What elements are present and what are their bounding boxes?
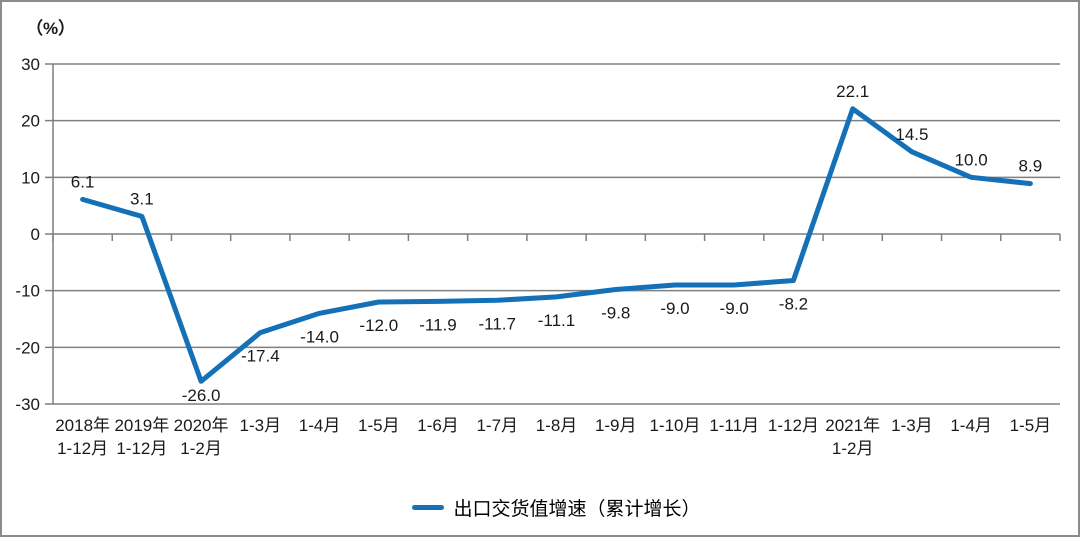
x-tick-label: 1-2月 <box>180 439 222 458</box>
y-tick-label: -10 <box>15 282 40 301</box>
x-tick-label: 2020年 <box>174 416 229 435</box>
y-axis-unit-label: （%） <box>26 19 76 38</box>
data-label: -17.4 <box>241 347 280 366</box>
x-tick-label: 1-6月 <box>417 416 459 435</box>
x-tick-label: 1-4月 <box>299 416 341 435</box>
data-label: 10.0 <box>955 150 988 169</box>
x-tick-label: 1-5月 <box>358 416 400 435</box>
x-tick-label: 2018年 <box>55 416 110 435</box>
x-tick-label: 2019年 <box>114 416 169 435</box>
y-tick-label: 0 <box>31 225 40 244</box>
data-label: -12.0 <box>359 316 398 335</box>
series-line <box>80 106 1033 384</box>
x-tick-label: 1-4月 <box>950 416 992 435</box>
data-label: -11.9 <box>419 315 457 334</box>
data-label: -9.0 <box>660 299 689 318</box>
legend: 出口交货值增速（累计增长） <box>53 494 1060 520</box>
data-label: 3.1 <box>130 189 154 208</box>
legend-label: 出口交货值增速（累计增长） <box>453 498 701 520</box>
y-tick-label: -20 <box>15 338 40 357</box>
x-tick-label: 2021年 <box>825 416 880 435</box>
data-label: 14.5 <box>895 125 928 144</box>
legend-line-marker <box>412 504 445 510</box>
x-tick-label: 1-12月 <box>57 439 108 458</box>
x-tick-label: 1-7月 <box>476 416 518 435</box>
data-label: -11.7 <box>479 314 517 333</box>
data-label: -8.2 <box>779 294 808 313</box>
y-tick-label: 10 <box>21 168 40 187</box>
x-tick-label: 1-3月 <box>891 416 933 435</box>
data-label: -14.0 <box>300 327 339 346</box>
x-tick-label: 1-12月 <box>116 439 167 458</box>
data-label: 6.1 <box>71 172 95 191</box>
data-label: 22.1 <box>836 82 869 101</box>
y-tick-label: -30 <box>15 395 40 414</box>
data-label: -9.0 <box>720 299 749 318</box>
line-chart: 30 20 10 0 -10 -20 -30 6.1 3.1 -26.0 -17.4 -14.0 -12… <box>15 55 1061 458</box>
x-tick-label: 1-2月 <box>832 439 874 458</box>
x-tick-label: 1-11月 <box>709 416 759 435</box>
x-tick-label: 1-10月 <box>649 416 700 435</box>
x-tick-label: 1-8月 <box>536 416 578 435</box>
data-label: 8.9 <box>1019 157 1043 176</box>
x-tick-label: 1-12月 <box>768 416 819 435</box>
data-label: -9.8 <box>601 304 630 323</box>
y-tick-label: 30 <box>21 55 40 74</box>
x-tick-label: 1-3月 <box>240 416 282 435</box>
x-tick-label: 1-9月 <box>595 416 637 435</box>
data-label: -26.0 <box>182 386 221 405</box>
data-label: -11.1 <box>538 311 576 330</box>
x-tick-label: 1-5月 <box>1010 416 1052 435</box>
y-tick-label: 20 <box>21 112 40 131</box>
